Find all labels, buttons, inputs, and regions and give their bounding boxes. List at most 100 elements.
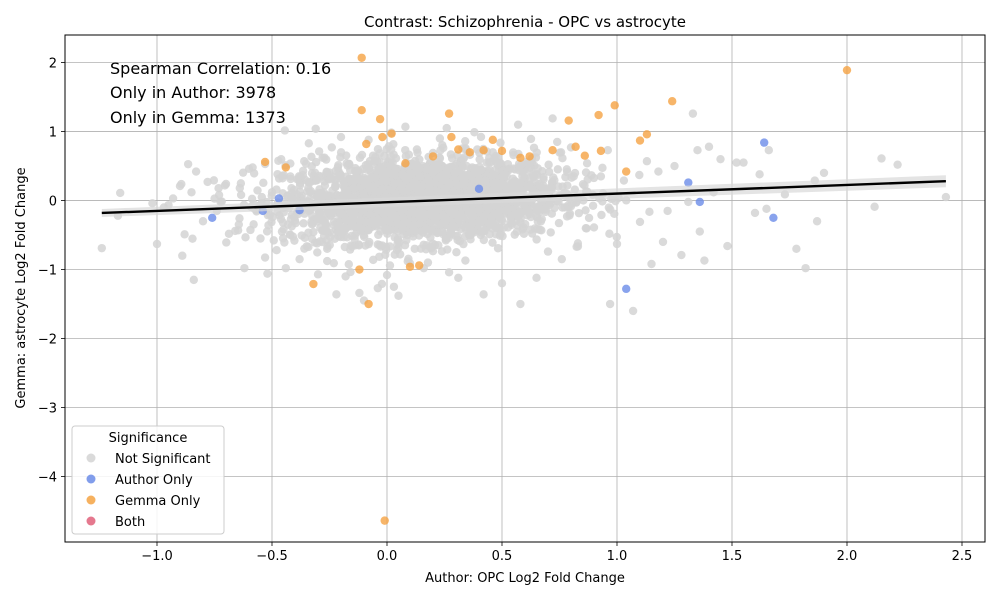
point-not-significant (148, 199, 157, 208)
point-gemma-only (378, 132, 387, 142)
point-gemma-only (447, 132, 456, 142)
cloud-point (568, 199, 577, 208)
point-not-significant (792, 244, 801, 254)
point-not-significant (300, 157, 309, 166)
point-not-significant (513, 120, 523, 129)
cloud-point (398, 170, 407, 179)
point-gemma-only (622, 167, 631, 176)
point-not-significant (716, 154, 725, 164)
cloud-point (428, 246, 438, 256)
cloud-point (510, 180, 520, 190)
legend-items: Not Significant Author Only Gemma Only Both (86, 452, 211, 530)
point-not-significant (670, 161, 679, 171)
cloud-point (454, 215, 463, 225)
cloud-point (440, 218, 450, 227)
cloud-point (410, 244, 419, 253)
cloud-point (584, 213, 594, 223)
cloud-point (512, 227, 522, 236)
cloud-point (438, 141, 447, 150)
cloud-point (493, 179, 503, 189)
x-tick-label: 2.0 (837, 549, 858, 564)
cloud-point (439, 211, 448, 221)
point-not-significant (214, 190, 224, 200)
cloud-point (645, 207, 654, 217)
point-gemma-only (309, 279, 318, 289)
cloud-point (342, 215, 351, 225)
point-not-significant (704, 142, 714, 151)
cloud-point (360, 232, 369, 242)
cloud-point (311, 157, 321, 167)
cloud-point (489, 201, 499, 210)
cloud-point (512, 210, 522, 220)
cloud-point (569, 172, 578, 181)
point-not-significant (332, 290, 341, 299)
point-not-significant (221, 179, 231, 189)
y-axis-label: Gemma: astrocyte Log2 Fold Change (14, 167, 29, 408)
point-gemma-only (357, 105, 366, 115)
point-gemma-only (357, 53, 366, 62)
cloud-point (498, 172, 507, 182)
point-not-significant (695, 227, 704, 236)
point-not-significant (677, 250, 686, 260)
cloud-point (544, 160, 553, 169)
plot-frame (64, 34, 986, 543)
legend-label-author-only: Author Only (115, 473, 193, 488)
point-not-significant (231, 226, 240, 236)
point-not-significant (187, 188, 196, 197)
cloud-point (307, 220, 317, 229)
point-gemma-only (401, 159, 410, 168)
cloud-point (430, 178, 440, 188)
cloud-point (363, 180, 373, 190)
point-not-significant (290, 216, 300, 225)
point-gemma-only (571, 142, 580, 151)
point-not-significant (723, 241, 732, 251)
point-not-significant (323, 244, 332, 254)
point-not-significant (509, 150, 518, 160)
cloud-point (605, 205, 615, 214)
point-not-significant (189, 275, 198, 285)
cloud-point (407, 159, 416, 168)
cloud-point (466, 185, 475, 194)
cloud-point (475, 155, 484, 164)
point-not-significant (435, 134, 445, 143)
cloud-point (437, 247, 447, 256)
point-not-significant (327, 143, 336, 152)
point-not-significant (612, 239, 622, 249)
cloud-point (339, 233, 348, 242)
cloud-point (376, 166, 385, 175)
cloud-point (269, 236, 278, 245)
point-not-significant (488, 148, 497, 157)
cloud-point (373, 206, 382, 215)
cloud-point (562, 167, 572, 177)
cloud-point (482, 158, 491, 167)
point-not-significant (812, 217, 822, 226)
cloud-point (341, 172, 351, 181)
point-gemma-only (454, 145, 463, 154)
point-not-significant (401, 122, 410, 131)
cloud-point (495, 231, 505, 240)
y-tick-label: −3 (38, 401, 57, 416)
point-not-significant (152, 239, 162, 249)
cloud-point (450, 168, 460, 178)
cloud-point (278, 218, 288, 227)
cloud-point (317, 226, 327, 235)
cloud-point (318, 172, 327, 181)
point-not-significant (382, 270, 392, 280)
point-not-significant (532, 273, 541, 283)
point-not-significant (336, 132, 346, 142)
cloud-point (516, 161, 526, 170)
x-tick-label: −0.5 (256, 549, 288, 564)
cloud-point (535, 179, 544, 189)
cloud-point (398, 224, 407, 233)
cloud-point (349, 207, 359, 217)
point-gemma-only (380, 516, 389, 525)
point-not-significant (286, 172, 295, 181)
point-author-only (760, 138, 769, 147)
point-gemma-only (465, 148, 474, 157)
y-tick-label: −2 (38, 333, 57, 348)
cloud-point (188, 234, 197, 243)
cloud-point (434, 164, 443, 173)
cloud-point (496, 138, 505, 147)
point-not-significant (497, 279, 507, 288)
point-not-significant (589, 223, 599, 232)
